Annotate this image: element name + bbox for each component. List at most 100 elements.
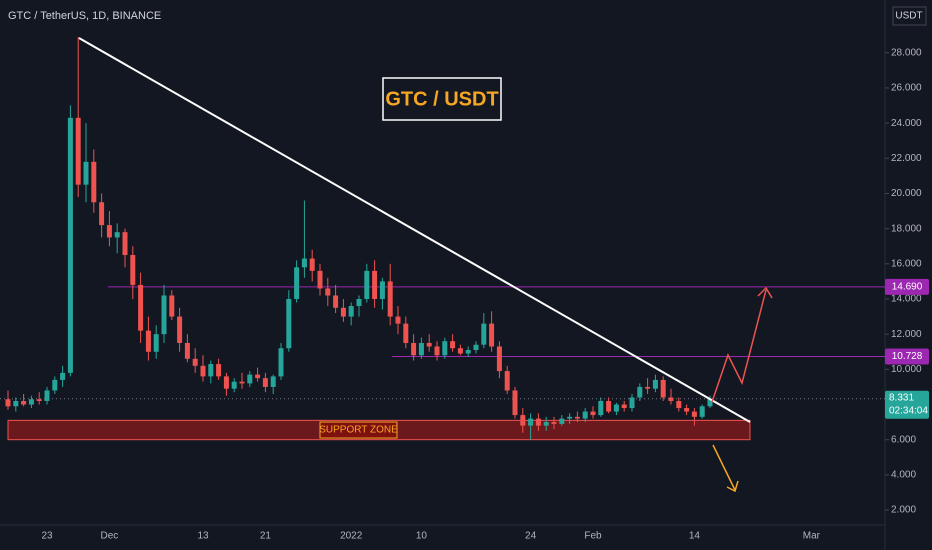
candle-body [684,408,690,412]
candle-body [36,399,42,402]
candle-body [301,258,307,268]
candle-body [528,418,534,426]
candle-body [520,415,526,426]
up-arrow-head [757,286,773,299]
x-tick-label: 10 [416,531,428,542]
y-tick-label: 2.000 [891,505,916,516]
candle-body [598,401,604,416]
candle-body [216,364,222,377]
candle-body [606,401,612,412]
candle-body [75,117,81,185]
candle-body [559,418,565,424]
candle-body [372,270,378,299]
candle-body [699,406,705,417]
candle-body [582,411,588,419]
candle-body [309,258,315,271]
candle-body [44,390,50,402]
y-tick-label: 20.000 [891,188,922,199]
candle-body [161,295,167,335]
x-tick-label: Feb [584,531,602,542]
currency-box [892,6,927,26]
candle-body [28,399,34,405]
y-tick-label: 10.000 [891,364,922,375]
candle-body [411,342,417,356]
symbol-header: GTC / TetherUS, 1D, BINANCE [8,10,161,22]
candle-body [192,358,198,366]
candle-body [83,161,89,185]
candle-body [512,390,518,416]
x-tick-label: Mar [803,531,821,542]
candle-body [348,306,354,317]
level-label: 14.690 [892,281,923,292]
candle-body [231,381,237,389]
candle-body [403,323,409,343]
y-tick-label: 28.000 [891,47,922,58]
candle-body [442,341,448,356]
candle-body [325,288,331,296]
y-tick-label: 26.000 [891,83,922,94]
level-badge [885,278,929,295]
candle-body [450,341,456,349]
y-tick-label: 18.000 [891,223,922,234]
candle-body [52,379,58,391]
candle-body [13,401,19,407]
candle-body [184,342,190,359]
candle-body [247,374,253,384]
candle-body [629,397,635,409]
candle-body [255,374,261,379]
down-arrow-head [726,480,739,493]
candle-body [481,323,487,345]
candle-body [379,281,385,299]
candle-body [395,316,401,324]
candle-body [691,411,697,417]
candle-body [457,348,463,354]
candle-body [676,401,682,409]
candle-body [567,416,573,419]
candle-body [465,350,471,354]
candle-body [535,418,541,426]
candle-body [590,411,596,416]
level-badge [885,348,929,365]
trendline [78,37,751,423]
candle-body [208,364,214,377]
candle-body [613,404,619,412]
candle-body [21,401,27,405]
candle-body [278,348,284,377]
chart-title: GTC / USDT [385,88,498,110]
last-price-badge [885,390,929,419]
x-tick-label: 21 [260,531,272,542]
candle-body [286,298,292,349]
title-box [382,77,502,121]
candle-body [645,386,651,389]
candle-body [270,376,276,387]
candle-body [99,202,105,226]
support-zone-label-box [319,421,398,439]
candle-body [473,344,479,350]
candle-body [551,422,557,424]
candle-body [418,342,424,356]
y-tick-label: 6.000 [891,434,916,445]
candle-body [387,281,393,317]
candle-body [333,295,339,308]
level-label: 10.728 [892,351,923,362]
candle-body [122,232,128,256]
candle-body [60,372,66,380]
x-tick-label: 2022 [340,531,363,542]
candle-body [364,270,370,299]
candle-body [130,255,136,285]
candle-body [239,381,245,384]
candle-body [114,232,120,238]
candle-body [5,399,11,407]
candle-body [177,316,183,343]
candle-body [262,378,268,387]
candle-body [504,371,510,391]
candle-body [637,386,643,398]
candle-body [426,342,432,347]
candle-body [434,346,440,356]
candle-body [707,398,713,407]
last-price-label: 8.331 [889,392,914,403]
candle-body [496,346,502,372]
candle-body [91,161,97,203]
